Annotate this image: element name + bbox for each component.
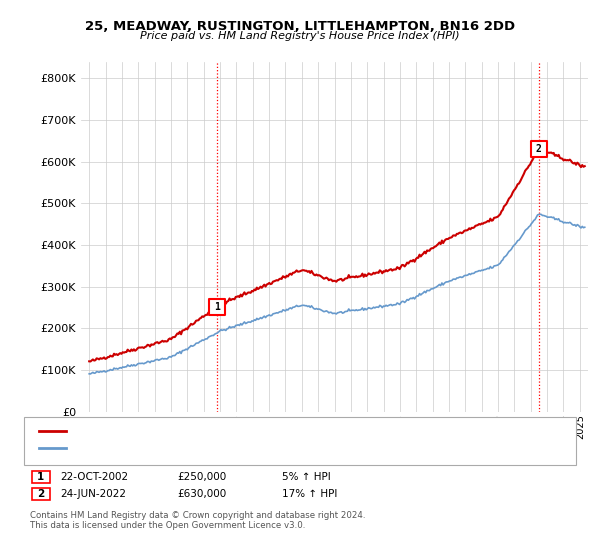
Point: [212, 303, 221, 312]
Text: 22-OCT-2002: 22-OCT-2002: [60, 472, 128, 482]
Text: HPI: Average price, detached house, Arun: HPI: Average price, detached house, Arun: [71, 443, 289, 453]
Text: 1: 1: [214, 302, 220, 312]
Text: 17% ↑ HPI: 17% ↑ HPI: [282, 489, 337, 499]
Point: [534, 144, 544, 153]
Text: 24-JUN-2022: 24-JUN-2022: [60, 489, 126, 499]
Text: Price paid vs. HM Land Registry's House Price Index (HPI): Price paid vs. HM Land Registry's House …: [140, 31, 460, 41]
Text: £630,000: £630,000: [177, 489, 226, 499]
Text: 2: 2: [536, 144, 542, 154]
Text: 25, MEADWAY, RUSTINGTON, LITTLEHAMPTON, BN16 2DD: 25, MEADWAY, RUSTINGTON, LITTLEHAMPTON, …: [85, 20, 515, 32]
Text: 2: 2: [37, 489, 44, 499]
Text: £250,000: £250,000: [177, 472, 226, 482]
Text: 5% ↑ HPI: 5% ↑ HPI: [282, 472, 331, 482]
Text: 25, MEADWAY, RUSTINGTON, LITTLEHAMPTON, BN16 2DD (detached house): 25, MEADWAY, RUSTINGTON, LITTLEHAMPTON, …: [71, 426, 466, 436]
Text: Contains HM Land Registry data © Crown copyright and database right 2024.
This d: Contains HM Land Registry data © Crown c…: [30, 511, 365, 530]
Text: 1: 1: [37, 472, 44, 482]
